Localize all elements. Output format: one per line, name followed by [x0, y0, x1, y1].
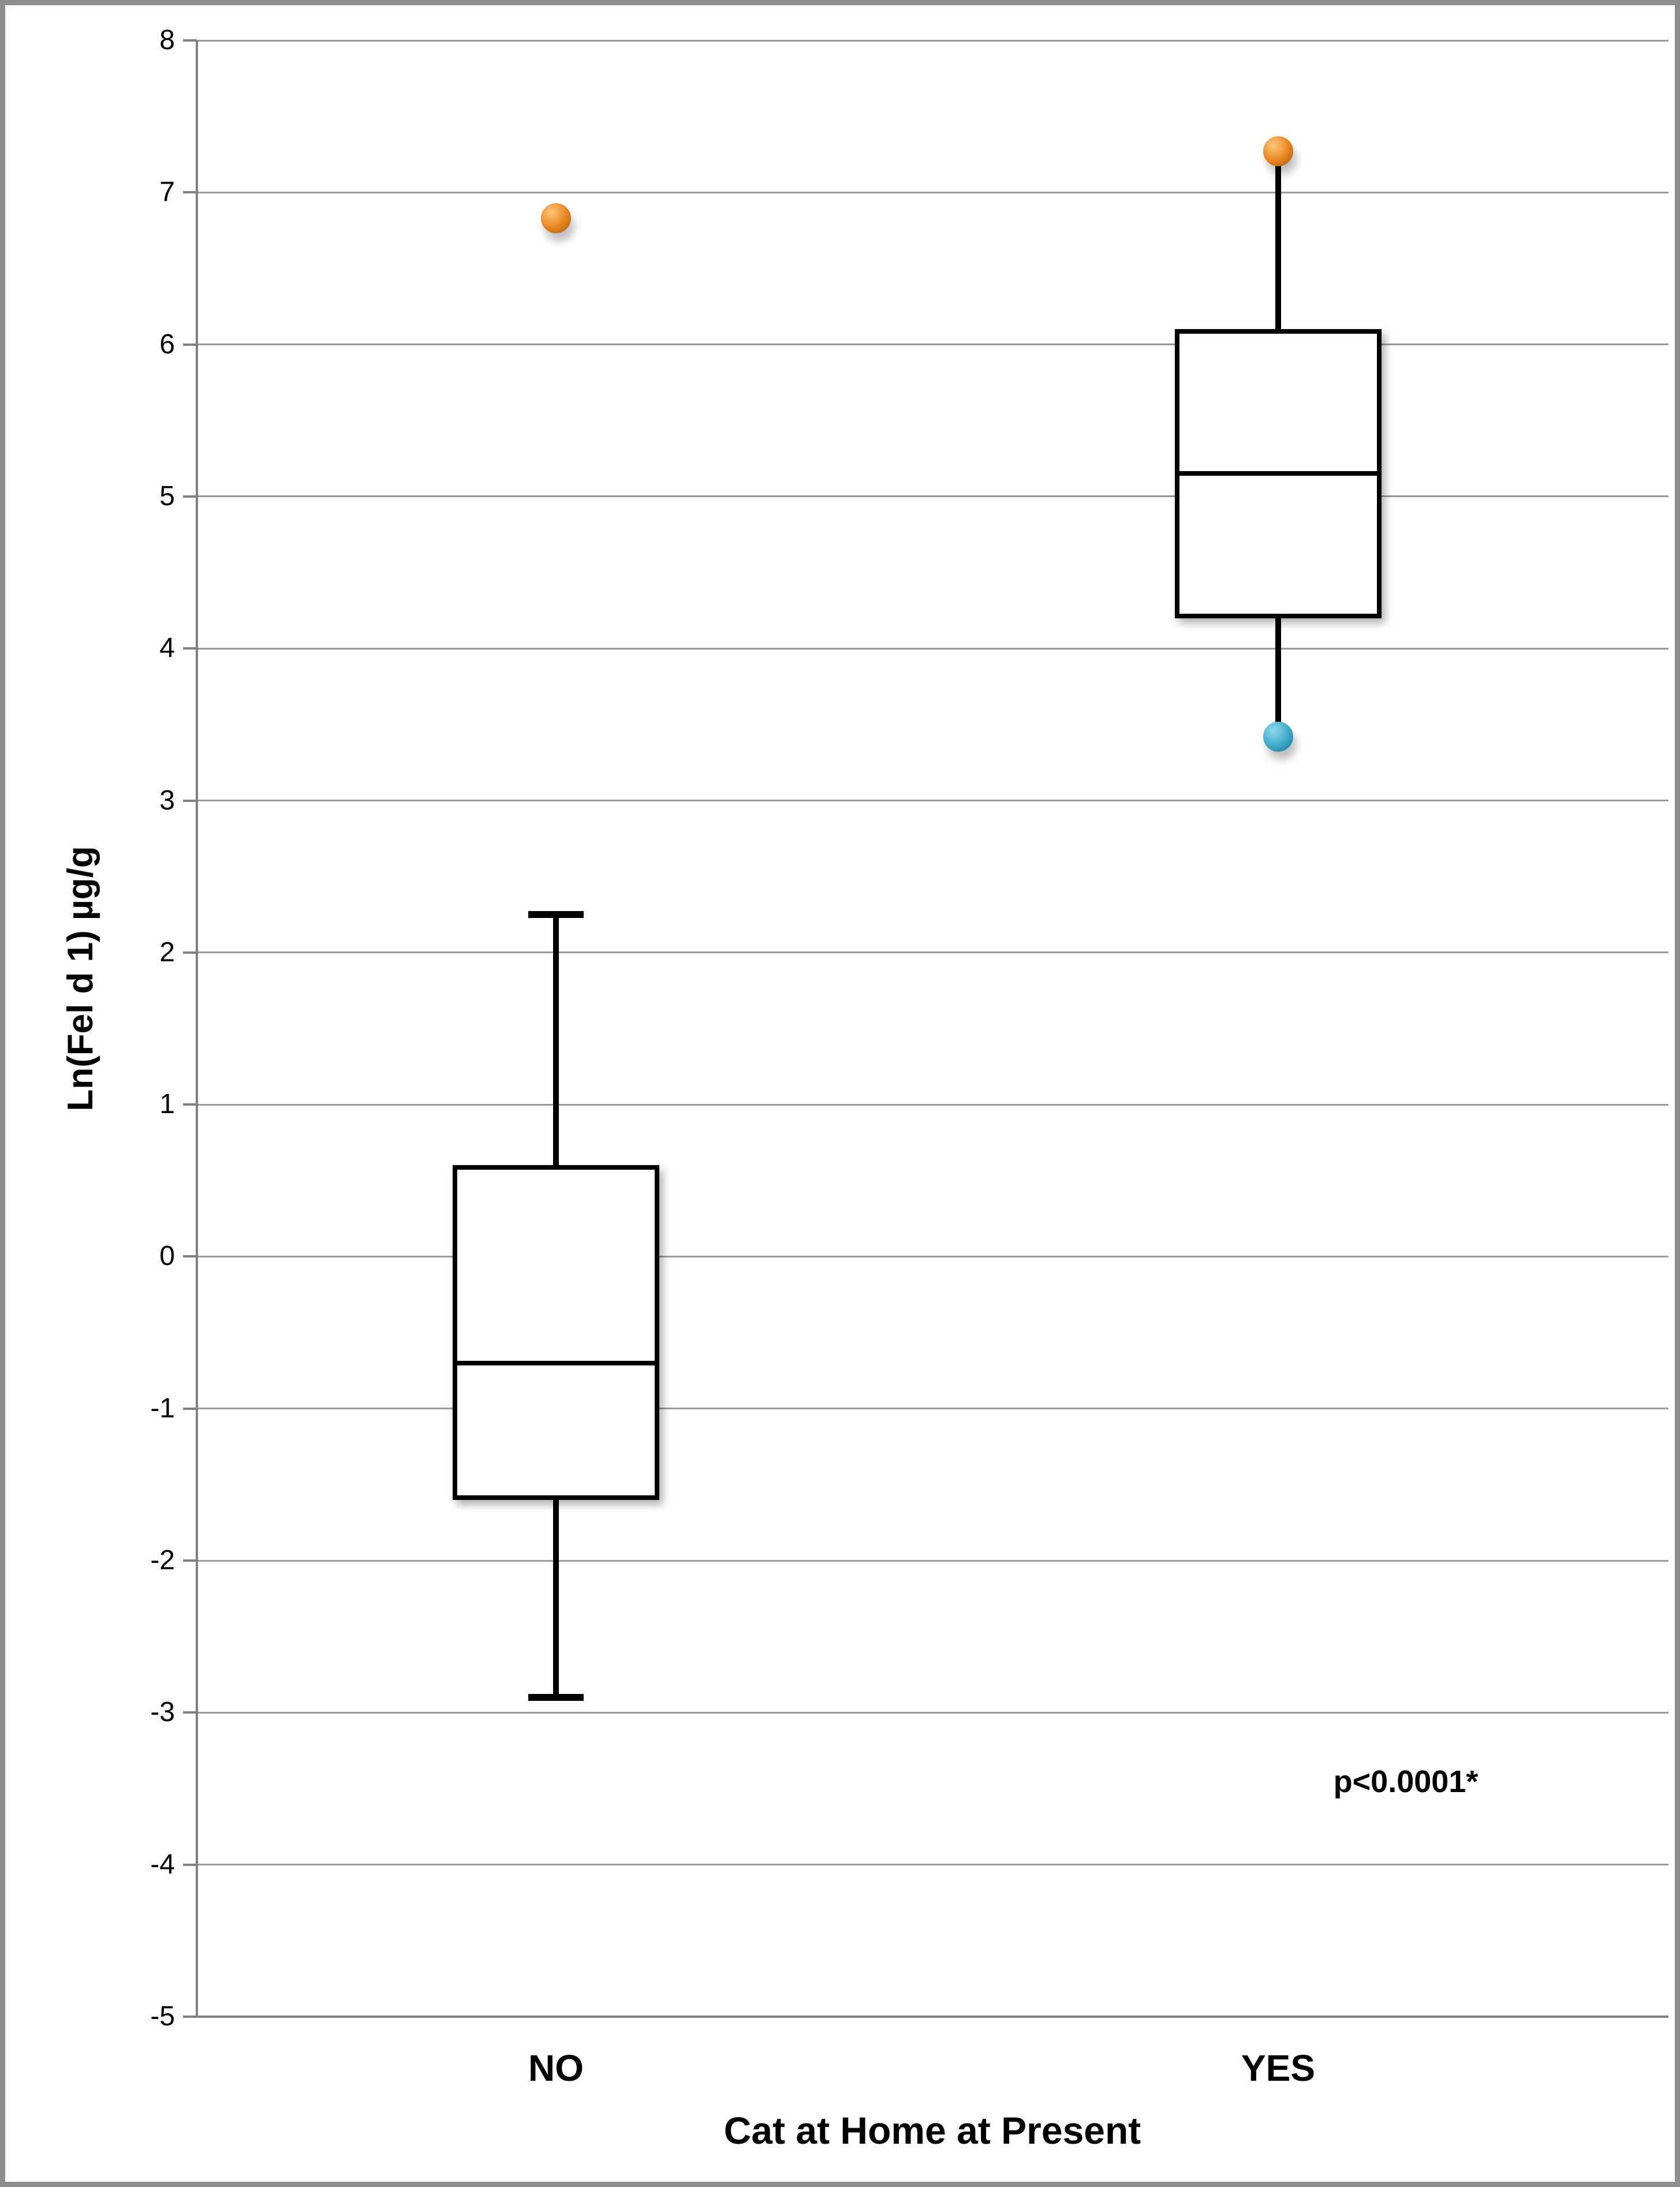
gridline [197, 495, 1668, 498]
x-axis-title: Cat at Home at Present [723, 2109, 1141, 2152]
x-axis-baseline [197, 2016, 1668, 2018]
outlier-dot-orange-no [541, 203, 571, 234]
y-axis-tick-label: -1 [150, 1393, 175, 1424]
y-axis-tick [183, 647, 197, 650]
y-axis-tick-label: 3 [159, 785, 175, 816]
upper-whisker-cap-no [528, 911, 584, 919]
y-axis-title: Ln(Fel d 1) µg/g [61, 846, 100, 1111]
whisker-end-dot-orange-yes [1263, 136, 1293, 167]
whisker-end-dot-blue-yes [1263, 721, 1293, 752]
y-axis-tick-label: 1 [159, 1089, 175, 1120]
upper-whisker-no [553, 915, 559, 1166]
y-axis-tick-label: 0 [159, 1241, 175, 1272]
y-axis-tick [183, 1407, 197, 1410]
y-axis-tick-label: 6 [159, 329, 175, 360]
y-axis-tick [183, 343, 197, 346]
y-axis-tick [183, 1255, 197, 1258]
category-label-no: NO [528, 2047, 584, 2089]
gridline [197, 344, 1668, 346]
y-axis-tick-label: -3 [150, 1697, 175, 1728]
y-axis-tick-label: -4 [150, 1849, 175, 1880]
median-line-yes [1175, 471, 1382, 476]
y-axis-tick [183, 1559, 197, 1562]
gridline [197, 647, 1668, 650]
iqr-box-no [453, 1165, 659, 1500]
category-label-yes: YES [1241, 2047, 1316, 2089]
y-axis-tick [183, 799, 197, 802]
gridline [197, 1864, 1668, 1866]
median-line-no [453, 1360, 659, 1365]
y-axis-tick-label: 4 [159, 633, 175, 664]
gridline [197, 1559, 1668, 1562]
y-axis-tick-label: 2 [159, 936, 175, 968]
gridline [197, 39, 1668, 42]
y-axis-tick [183, 1103, 197, 1106]
lower-whisker-no [553, 1499, 559, 1698]
gridline [197, 1103, 1668, 1106]
y-axis-tick [183, 951, 197, 954]
y-axis-tick [183, 495, 197, 498]
y-axis-tick-label: -2 [150, 1545, 175, 1576]
y-axis-line [196, 40, 198, 2017]
y-axis-tick-label: -5 [150, 2001, 175, 2032]
y-axis-tick [183, 1711, 197, 1714]
y-axis-tick [183, 39, 197, 42]
p-value-annotation: p<0.0001* [1333, 1764, 1479, 1799]
gridline [197, 1408, 1668, 1410]
gridline [197, 800, 1668, 802]
y-axis-tick [183, 191, 197, 194]
y-axis-tick [183, 1863, 197, 1866]
lower-whisker-yes [1275, 618, 1281, 737]
upper-whisker-yes [1275, 151, 1281, 330]
y-axis-tick [183, 2016, 197, 2018]
gridline [197, 951, 1668, 954]
y-axis-tick-label: 7 [159, 177, 175, 208]
gridline [197, 1711, 1668, 1714]
gridline [197, 1255, 1668, 1257]
lower-whisker-cap-no [528, 1694, 584, 1701]
gridline [197, 191, 1668, 193]
y-axis-tick-label: 8 [159, 25, 175, 55]
y-axis-tick-label: 5 [159, 480, 175, 512]
